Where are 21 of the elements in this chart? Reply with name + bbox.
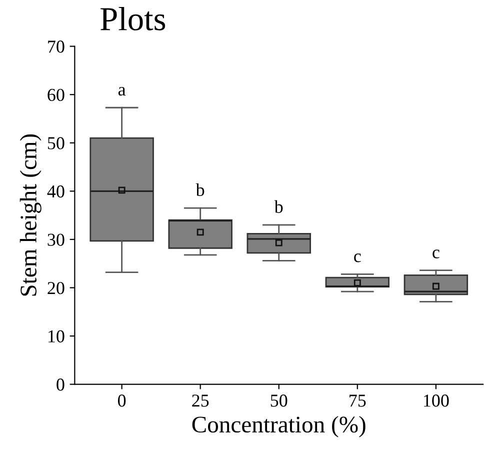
y-tick-label: 10 [48, 330, 64, 342]
chart-title: Plots [100, 6, 166, 30]
y-tick-label: 60 [48, 88, 64, 102]
y-tick-label: 20 [48, 282, 64, 294]
x-tick-label: 0 [118, 394, 126, 407]
y-tick-label: 30 [48, 234, 64, 246]
annotation: b [274, 200, 283, 213]
x-tick-label: 75 [350, 394, 366, 407]
x-tick-label: 25 [192, 394, 209, 407]
y-tick-label: 0 [56, 378, 64, 391]
annotation: a [118, 86, 126, 96]
x-axis-title: Concentration (%) [192, 416, 366, 438]
x-tick-label: 100 [424, 394, 449, 407]
annotation: c [432, 250, 440, 258]
y-axis-title: Stem height (cm) [20, 134, 42, 296]
y-tick-label: 50 [48, 137, 64, 150]
annotation: b [196, 183, 204, 196]
annotation: c [354, 254, 361, 262]
y-tick-label: 70 [48, 40, 64, 53]
y-tick-label: 40 [47, 185, 64, 198]
x-tick-label: 50 [270, 394, 288, 407]
